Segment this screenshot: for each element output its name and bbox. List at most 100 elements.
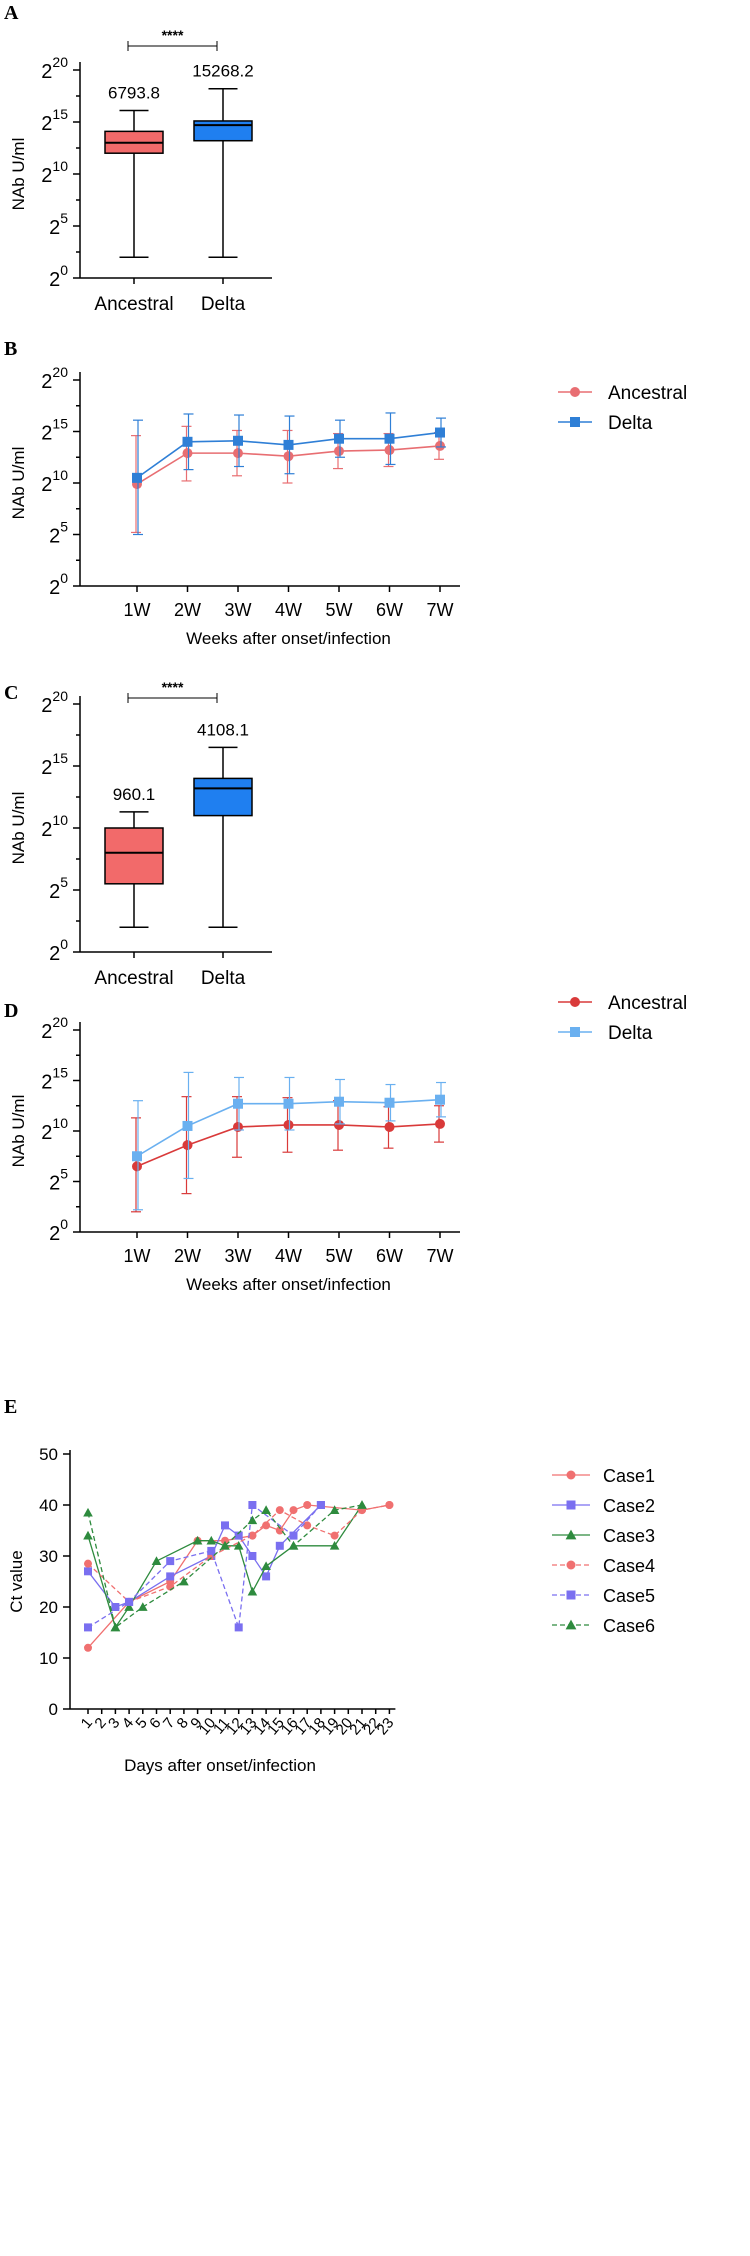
panel-letter-a: A <box>4 2 19 24</box>
y-tick-exponent: 5 <box>60 874 68 890</box>
y-tick-base: 2 <box>41 113 52 135</box>
y-tick-exponent: 10 <box>52 812 68 828</box>
y-tick-exponent: 20 <box>52 54 68 70</box>
data-point <box>316 1501 325 1509</box>
y-tick-exponent: 10 <box>52 467 68 483</box>
x-tick-label: 4W <box>275 600 302 620</box>
data-point <box>283 451 294 462</box>
data-point <box>289 1531 298 1540</box>
legend-label: Ancestral <box>608 993 687 1014</box>
y-tick-base: 2 <box>41 61 52 83</box>
y-tick-base: 2 <box>41 1122 52 1144</box>
y-tick-label: 210 <box>41 158 68 187</box>
y-tick-base: 2 <box>41 1072 52 1094</box>
y-tick-base: 2 <box>49 269 60 291</box>
x-axis-label: Days after onset/infection <box>124 1756 316 1775</box>
x-tick-label: 6W <box>376 600 403 620</box>
x-tick-label: Delta <box>201 294 246 315</box>
x-tick-label: 6W <box>376 1246 403 1266</box>
data-point <box>233 435 243 446</box>
y-tick-label: 215 <box>41 106 68 135</box>
y-tick-base: 2 <box>41 165 52 187</box>
data-point <box>275 1541 284 1550</box>
data-point <box>435 1094 445 1105</box>
panel-letter-e: E <box>4 1396 18 1418</box>
data-point <box>166 1557 175 1566</box>
legend-label: Case1 <box>603 1466 655 1486</box>
y-tick-label: 25 <box>49 210 68 239</box>
y-tick-label: 0 <box>49 1700 58 1719</box>
x-tick-label: 2W <box>174 1246 201 1266</box>
data-point <box>83 1507 93 1517</box>
x-axis-label: Weeks after onset/infection <box>186 1275 391 1294</box>
data-point <box>110 1622 121 1632</box>
y-tick-exponent: 15 <box>52 416 68 432</box>
y-tick-exponent: 20 <box>52 1014 68 1030</box>
y-tick-label: 25 <box>49 874 68 903</box>
data-point <box>303 1501 312 1509</box>
legend-label: Case4 <box>603 1556 655 1576</box>
legend-label: Case6 <box>603 1616 655 1636</box>
series-ancestral <box>131 1096 445 1213</box>
data-point <box>262 1521 271 1530</box>
y-axis-label: NAb U/ml <box>9 138 28 211</box>
data-point <box>207 1546 216 1555</box>
y-tick-label: 210 <box>41 812 68 841</box>
data-point <box>334 1096 344 1107</box>
y-tick-exponent: 20 <box>52 364 68 380</box>
data-point <box>288 1541 299 1550</box>
x-tick-label: 2W <box>174 600 201 620</box>
data-point <box>111 1603 120 1611</box>
significance-stars: **** <box>162 27 184 43</box>
y-tick-label: 20 <box>39 1598 58 1617</box>
data-point <box>84 1623 92 1632</box>
legend-label: Delta <box>608 1023 653 1044</box>
series-line <box>87 1504 390 1603</box>
series-delta <box>132 1071 446 1211</box>
y-tick-base: 2 <box>41 474 52 496</box>
x-tick-label: 7W <box>427 1246 454 1266</box>
legend-label: Case2 <box>603 1496 655 1516</box>
y-tick-base: 2 <box>49 217 60 239</box>
data-point <box>248 1501 257 1509</box>
y-tick-base: 2 <box>49 943 60 965</box>
y-tick-exponent: 5 <box>60 1166 68 1182</box>
y-tick-base: 2 <box>41 819 52 841</box>
data-point <box>384 1121 395 1132</box>
y-tick-label: 210 <box>41 467 68 496</box>
panel-letter-c: C <box>4 682 19 704</box>
y-tick-exponent: 0 <box>60 936 68 952</box>
x-tick-label: 7W <box>427 600 454 620</box>
x-tick-label: 3W <box>225 1246 252 1266</box>
data-point <box>283 1119 294 1130</box>
data-point <box>262 1572 271 1581</box>
data-point <box>247 1586 258 1596</box>
data-point <box>234 1531 243 1540</box>
legend-label: Ancestral <box>608 383 687 404</box>
data-point <box>166 1572 175 1581</box>
data-point <box>357 1500 367 1509</box>
data-point <box>233 448 243 459</box>
x-tick-label: 3W <box>225 600 252 620</box>
y-tick-label: 220 <box>41 364 68 393</box>
box-ancestral <box>104 827 164 885</box>
y-tick-label: 210 <box>41 1115 68 1144</box>
data-point <box>182 1140 193 1151</box>
data-point <box>83 1530 93 1540</box>
data-point <box>435 1118 445 1129</box>
legend-marker <box>565 1529 577 1540</box>
legend-marker <box>566 1500 576 1510</box>
data-point <box>182 1120 193 1131</box>
y-tick-exponent: 15 <box>52 750 68 766</box>
panel-letter-b: B <box>4 338 18 360</box>
data-point <box>182 436 193 447</box>
data-point <box>132 1161 142 1172</box>
y-axis-label: NAb U/ml <box>9 792 28 865</box>
series-line <box>87 1504 363 1629</box>
x-tick-label: Ancestral <box>94 968 173 989</box>
data-point <box>132 1151 142 1162</box>
data-point <box>248 1552 257 1560</box>
